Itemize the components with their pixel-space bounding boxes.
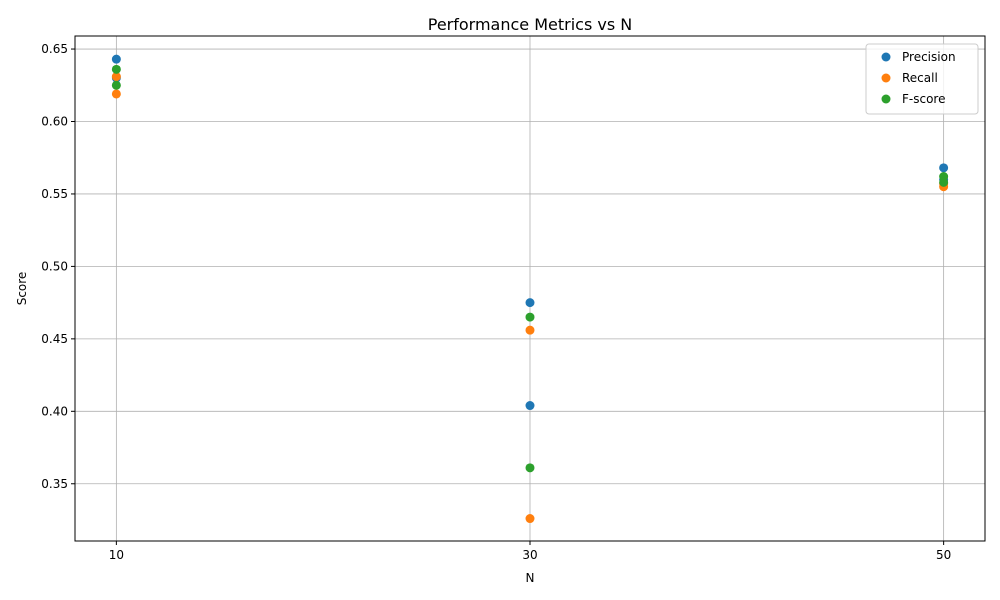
y-tick-label: 0.55 [41,187,68,201]
data-point [939,163,949,173]
y-axis-label: Score [15,272,29,306]
legend: Precision Recall F-score [865,43,979,115]
x-tick-label: 10 [109,548,124,562]
data-point [111,89,121,99]
data-point [111,72,121,82]
data-point [111,54,121,64]
data-point [525,325,535,335]
legend-marker [881,94,891,104]
data-point [525,514,535,524]
y-tick-label: 0.35 [41,477,68,491]
x-axis-ticks: 10 30 50 [109,541,951,562]
y-tick-label: 0.45 [41,332,68,346]
y-axis-ticks: 0.35 0.40 0.45 0.50 0.55 0.60 0.65 [41,42,75,491]
chart-title: Performance Metrics vs N [428,15,633,34]
legend-marker [881,73,891,83]
data-point [525,298,535,308]
x-tick-label: 30 [522,548,537,562]
data-point [111,64,121,74]
x-tick-label: 50 [936,548,951,562]
data-point [525,401,535,411]
legend-marker [881,52,891,62]
legend-label: Recall [902,71,938,85]
data-points [111,54,949,524]
series-f-score [111,64,949,473]
legend-box [865,43,979,115]
data-point [525,463,535,473]
grid-lines [75,36,985,541]
y-tick-label: 0.65 [41,42,68,56]
data-point [939,177,949,187]
y-tick-label: 0.50 [41,259,68,273]
x-axis-label: N [526,571,535,585]
y-tick-label: 0.60 [41,114,68,128]
legend-label: F-score [902,92,945,106]
data-point [525,312,535,322]
legend-label: Precision [902,50,956,64]
data-point [111,80,121,90]
y-tick-label: 0.40 [41,404,68,418]
